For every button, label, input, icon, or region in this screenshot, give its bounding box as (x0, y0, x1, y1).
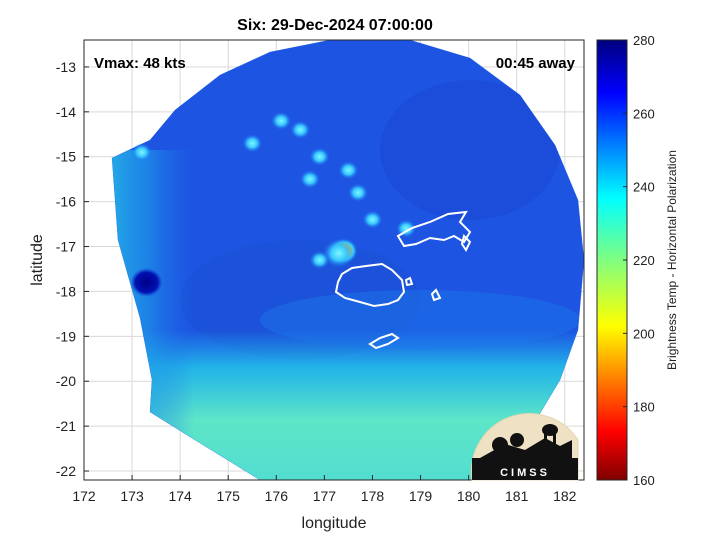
y-tick-label: -15 (56, 149, 76, 165)
chart-title: Six: 29-Dec-2024 07:00:00 (237, 17, 433, 34)
x-tick-label: 180 (457, 488, 481, 504)
feature-spot (362, 211, 382, 229)
feature-spot (338, 161, 358, 179)
x-axis-label: longitude (302, 515, 367, 532)
colorbar-tick-label: 240 (633, 180, 655, 195)
y-axis-label: latitude (29, 234, 46, 286)
x-tick-label: 172 (72, 488, 96, 504)
y-tick-label: -21 (56, 418, 76, 434)
y-tick-label: -20 (56, 373, 76, 389)
x-tick-label: 181 (505, 488, 529, 504)
colorbar-tick-label: 180 (633, 400, 655, 415)
colorbar-ticks: 160 180 200 220 240 260 280 (623, 33, 655, 488)
colorbar-tick-label: 200 (633, 326, 655, 341)
colorbar-tick-label: 260 (633, 106, 655, 121)
y-tick-label: -17 (56, 239, 76, 255)
y-tick-label: -16 (56, 194, 76, 210)
y-tick-label: -22 (56, 463, 76, 479)
feature-spot (242, 134, 262, 152)
colorbar-label: Brightness Temp - Horizontal Polarizatio… (665, 150, 679, 370)
x-tick-label: 178 (361, 488, 385, 504)
plot-area: 172 173 174 175 176 177 178 179 180 181 182 -13 -14… (56, 40, 584, 504)
feature-spot (290, 121, 310, 139)
feature-spot (300, 170, 320, 188)
colorbar-tick-label: 160 (633, 473, 655, 488)
x-tick-label: 174 (168, 488, 192, 504)
y-tick-label: -14 (56, 104, 76, 120)
colorbar: 160 180 200 220 240 260 280 Brightness Temp - … (597, 33, 679, 488)
x-tick-label: 176 (265, 488, 289, 504)
feature-spot (132, 143, 152, 161)
feature-spot (348, 184, 368, 202)
vmax-annotation: Vmax: 48 kts (94, 55, 186, 72)
logo-text: CIMSS (500, 467, 550, 479)
y-tick-label: -19 (56, 328, 76, 344)
y-tick-label: -13 (56, 59, 76, 75)
x-tick-label: 182 (553, 488, 577, 504)
colorbar-scale (597, 40, 627, 480)
feature-spot (271, 112, 291, 130)
feature-spot (131, 268, 163, 297)
colorbar-tick-label: 280 (633, 33, 655, 48)
x-tick-label: 179 (409, 488, 433, 504)
x-tick-label: 173 (120, 488, 144, 504)
x-tick-label: 177 (313, 488, 337, 504)
time-away-annotation: 00:45 away (496, 55, 576, 72)
y-tick-label: -18 (56, 283, 76, 299)
feature-spot (310, 148, 330, 166)
feature-spot (310, 251, 330, 269)
x-tick-label: 175 (217, 488, 241, 504)
colorbar-tick-label: 220 (633, 253, 655, 268)
